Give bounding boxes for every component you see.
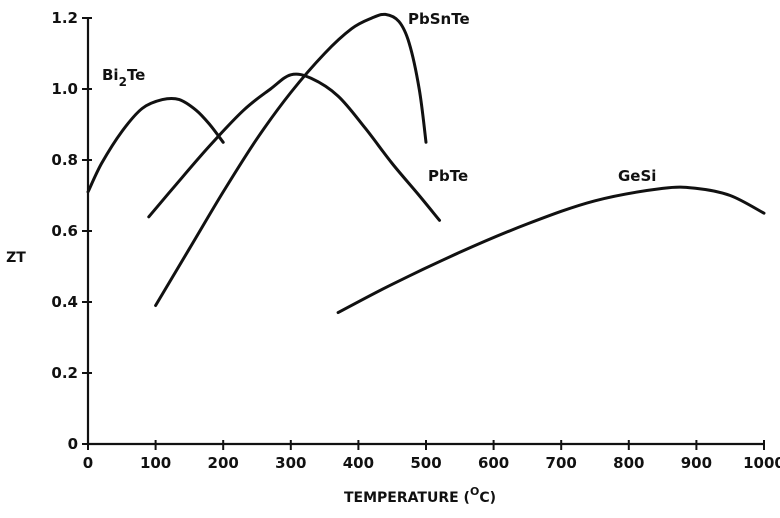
x-ticks: 0 100 200 300 400 500 600 700 800 900 1000: [83, 440, 780, 472]
series-label-bi2te: Bi2Te: [102, 66, 145, 89]
series-label-tail: Te: [127, 66, 145, 84]
y-tick-label: 0.4: [51, 293, 78, 311]
series-label-main: PbTe: [428, 167, 468, 185]
x-tick-label: 300: [275, 454, 306, 472]
x-axis-title-unit-sup: O: [470, 485, 479, 498]
y-tick-label: 0: [68, 435, 78, 453]
series-line-bi2te: [86, 96, 225, 194]
x-axis-title-unit-prefix: (: [464, 490, 470, 506]
x-tick-label: 900: [681, 454, 712, 472]
series-label-pbte: PbTe: [428, 167, 468, 185]
axes: [86, 18, 764, 446]
series-line-gesi: [336, 185, 766, 315]
y-axis-title: ZT: [6, 250, 26, 266]
y-tick-label: 1.0: [51, 80, 78, 98]
y-tick-label: 0.2: [51, 364, 78, 382]
x-tick-label: 700: [546, 454, 577, 472]
x-axis-title-unit-main: C): [479, 490, 496, 506]
x-tick-label: 200: [208, 454, 239, 472]
series-label-sub: 2: [119, 75, 127, 89]
series-group: [86, 12, 766, 315]
x-tick-label: 800: [613, 454, 644, 472]
series-label-gesi: GeSi: [618, 167, 656, 185]
x-tick-label: 100: [140, 454, 171, 472]
series-label-pbsnte: PbSnTe: [408, 10, 470, 28]
series-labels: Bi2Te PbTe PbSnTe GeSi: [102, 10, 656, 185]
series-label-main: GeSi: [618, 167, 656, 185]
y-tick-label: 1.2: [51, 9, 78, 27]
series-label-main: PbSnTe: [408, 10, 470, 28]
y-ticks: 0 0.2 0.4 0.6 0.8 1.0 1.2: [51, 9, 92, 453]
x-axis-title-main: TEMPERATURE: [344, 490, 459, 506]
x-axis-title: TEMPERATURE (OC): [344, 485, 496, 506]
x-tick-label: 0: [83, 454, 93, 472]
series-label-main: Bi: [102, 66, 119, 84]
series-line-pbte: [147, 72, 441, 222]
x-tick-label: 500: [410, 454, 441, 472]
x-tick-label: 1000: [743, 454, 780, 472]
x-tick-label: 400: [343, 454, 374, 472]
y-tick-label: 0.6: [51, 222, 78, 240]
x-tick-label: 600: [478, 454, 509, 472]
series-line-pbsnte: [154, 12, 428, 307]
y-tick-label: 0.8: [51, 151, 78, 169]
